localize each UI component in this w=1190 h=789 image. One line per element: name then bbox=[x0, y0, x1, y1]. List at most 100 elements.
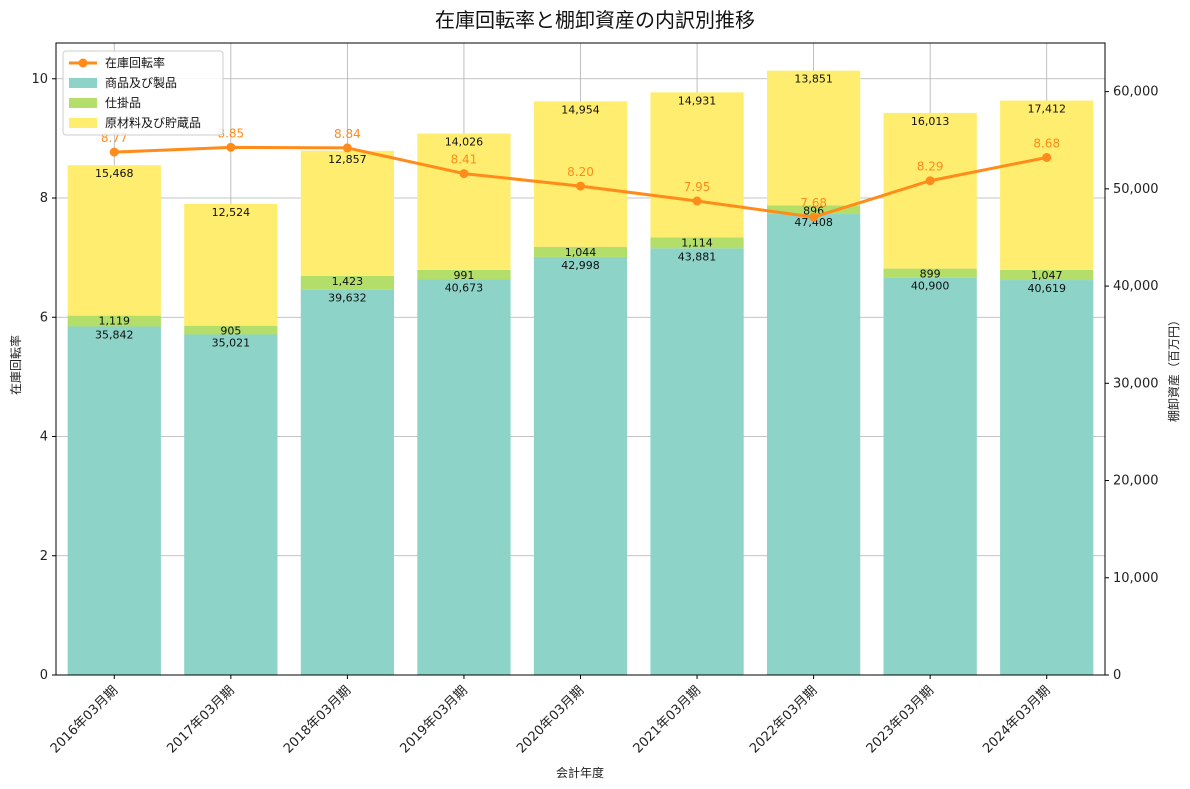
y-left-tick-label: 8 bbox=[40, 191, 48, 206]
bar-segment bbox=[533, 256, 628, 675]
y-right-tick-label: 20,000 bbox=[1113, 474, 1159, 489]
rate-point-label: 7.95 bbox=[684, 180, 711, 194]
bar-segment bbox=[650, 92, 744, 238]
rate-point bbox=[342, 143, 352, 153]
y-right-tick-label: 60,000 bbox=[1113, 85, 1159, 100]
rate-point bbox=[692, 196, 702, 206]
x-tick-label: 2021年03月期 bbox=[631, 683, 704, 756]
bar-segment bbox=[650, 248, 744, 675]
y-axis-right-label: 棚卸資産（百万円） bbox=[1166, 314, 1181, 422]
rate-point-label: 8.85 bbox=[217, 126, 244, 140]
bar-segment-label: 40,673 bbox=[445, 282, 484, 295]
bar-segment-label: 16,013 bbox=[911, 115, 950, 128]
y-right-tick-label: 50,000 bbox=[1113, 182, 1159, 197]
bar-segment bbox=[300, 275, 395, 290]
rate-point bbox=[1042, 152, 1052, 162]
x-tick-label: 2018年03月期 bbox=[281, 683, 354, 756]
bar-segment bbox=[766, 214, 861, 675]
y-left-tick-label: 6 bbox=[40, 310, 48, 325]
rate-point-label: 8.84 bbox=[334, 127, 361, 141]
x-tick-label: 2019年03月期 bbox=[397, 683, 470, 756]
bar-segment bbox=[417, 269, 511, 280]
bar-segment-label: 1,423 bbox=[332, 275, 364, 288]
x-tick-label: 2017年03月期 bbox=[164, 683, 237, 756]
bar-segment-label: 12,524 bbox=[212, 206, 251, 219]
bar-segment-label: 35,021 bbox=[212, 336, 251, 349]
y-right-tick-label: 0 bbox=[1113, 668, 1121, 683]
y-left-tick-label: 4 bbox=[40, 430, 48, 445]
bar-segment bbox=[67, 315, 161, 327]
bar-segment-label: 899 bbox=[920, 268, 941, 281]
rate-point-label: 8.68 bbox=[1033, 136, 1060, 150]
rate-point-label: 8.29 bbox=[917, 160, 944, 174]
bar-segment bbox=[533, 246, 628, 257]
bar-segment bbox=[184, 203, 278, 326]
rate-point-label: 8.41 bbox=[451, 153, 478, 167]
bar-segment bbox=[883, 277, 977, 675]
bar-segment bbox=[67, 326, 161, 675]
legend-box bbox=[62, 50, 224, 136]
y-left-tick-label: 0 bbox=[40, 668, 48, 683]
bar-segment-label: 13,851 bbox=[794, 73, 833, 86]
bar-segment bbox=[184, 334, 278, 675]
rate-line-layer: 8.77 8.85 8.848.418.207.957.688.298.68 bbox=[101, 126, 1060, 222]
bar-segment-label: 1,044 bbox=[565, 246, 597, 259]
bar-segment-label: 15,468 bbox=[95, 167, 134, 180]
bar-segment bbox=[300, 150, 395, 276]
x-tick-label: 2024年03月期 bbox=[980, 683, 1053, 756]
x-tick-label: 2020年03月期 bbox=[514, 683, 587, 756]
bar-segment bbox=[184, 325, 278, 335]
bar-segment bbox=[1000, 269, 1094, 281]
legend-swatch-marker bbox=[78, 58, 88, 68]
x-tick-label: 2016年03月期 bbox=[48, 683, 121, 756]
bar-segment bbox=[883, 268, 977, 278]
bar-segment bbox=[300, 289, 395, 675]
bar-segment-label: 35,842 bbox=[95, 329, 134, 342]
x-axis-label: 会計年度 bbox=[556, 765, 604, 780]
bar-segment bbox=[417, 133, 511, 270]
bars-layer bbox=[67, 70, 1094, 675]
y-right-tick-label: 30,000 bbox=[1113, 376, 1159, 391]
rate-point bbox=[925, 176, 935, 186]
rate-point-label: 7.68 bbox=[800, 196, 827, 210]
legend-label: 仕掛品 bbox=[105, 95, 141, 110]
bar-segment bbox=[417, 279, 511, 675]
x-tick-label: 2023年03月期 bbox=[864, 683, 937, 756]
bar-segment bbox=[650, 237, 744, 249]
bar-segment bbox=[766, 70, 861, 206]
bar-segment bbox=[67, 165, 161, 316]
bar-segment-label: 12,857 bbox=[328, 153, 367, 166]
y-right-tick-label: 10,000 bbox=[1113, 571, 1159, 586]
bar-segment-label: 1,114 bbox=[681, 237, 713, 250]
bar-segment-label: 14,026 bbox=[445, 136, 484, 149]
bar-segment bbox=[1000, 100, 1094, 270]
legend-label: 原材料及び貯蔵品 bbox=[105, 116, 201, 130]
rate-point bbox=[809, 212, 819, 222]
x-tick-label: 2022年03月期 bbox=[747, 683, 820, 756]
y-left-tick-label: 10 bbox=[31, 72, 48, 87]
y-left-tick-label: 2 bbox=[40, 549, 48, 564]
legend-label: 在庫回転率 bbox=[105, 55, 165, 70]
y-right-tick-label: 40,000 bbox=[1113, 279, 1159, 294]
bar-segment-label: 14,931 bbox=[678, 94, 717, 107]
bar-segment-label: 17,412 bbox=[1027, 103, 1066, 116]
bar-segment-label: 14,954 bbox=[561, 103, 600, 116]
bar-segment-label: 47,408 bbox=[794, 216, 833, 229]
bar-segment bbox=[766, 205, 861, 215]
legend-label: 商品及び製品 bbox=[105, 75, 177, 90]
rate-point bbox=[109, 147, 119, 157]
bar-segment bbox=[1000, 280, 1094, 675]
legend-swatch-bar bbox=[69, 98, 97, 108]
chart-title: 在庫回転率と棚卸資産の内訳別推移 bbox=[435, 8, 755, 32]
bar-segment-label: 905 bbox=[220, 325, 241, 338]
rate-point bbox=[226, 142, 236, 152]
legend-swatch-bar bbox=[69, 78, 97, 88]
bar-segment bbox=[533, 101, 628, 247]
bar-segment-label: 39,632 bbox=[328, 292, 367, 305]
bar-segment-label: 991 bbox=[453, 269, 474, 282]
bar-segment-label: 1,119 bbox=[99, 315, 131, 328]
bar-segment-label: 40,619 bbox=[1027, 282, 1066, 295]
